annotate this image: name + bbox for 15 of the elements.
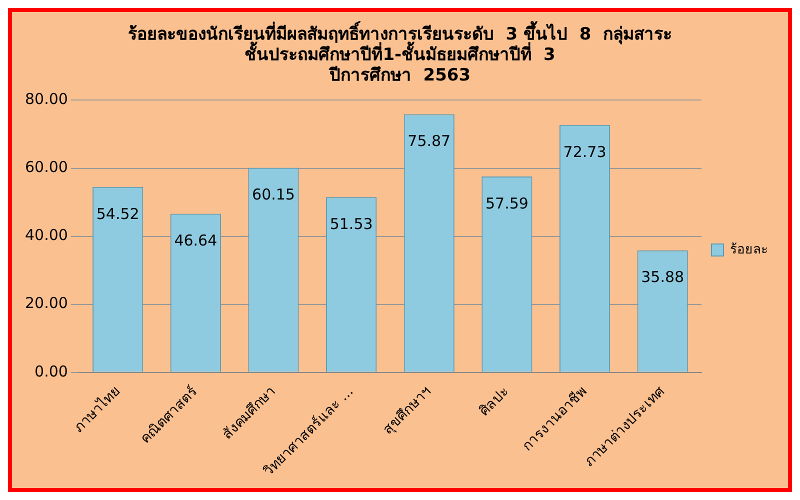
data-label: 54.52 (96, 204, 140, 223)
data-label: 72.73 (563, 142, 606, 161)
y-tick-label: 80.00 (24, 90, 68, 108)
data-label: 35.88 (641, 268, 684, 286)
data-label: 51.53 (330, 214, 373, 233)
y-tick-label: 60.00 (24, 158, 68, 176)
y-tick-label: 0.00 (34, 362, 68, 380)
data-label: 57.59 (485, 194, 528, 212)
data-label: 60.15 (252, 186, 295, 204)
data-label: 75.87 (408, 132, 451, 150)
chart-title: ร้อยละของนักเรียนที่มีผลสัมฤทธิ์ทางการเรียนระดับ 3 ขึ้นไป 8 กลุ่มสาระ ชั้นประถมศึกษาปีที่1-ชั้นมัธยมศึกษาปีที่ 3 ปีการศึกษา 2563 (128, 20, 672, 86)
y-tick-label: 40.00 (24, 226, 68, 244)
legend-label: ร้อยละ (730, 242, 768, 258)
y-tick-label: 20.00 (24, 294, 68, 312)
data-label: 46.64 (174, 232, 218, 250)
